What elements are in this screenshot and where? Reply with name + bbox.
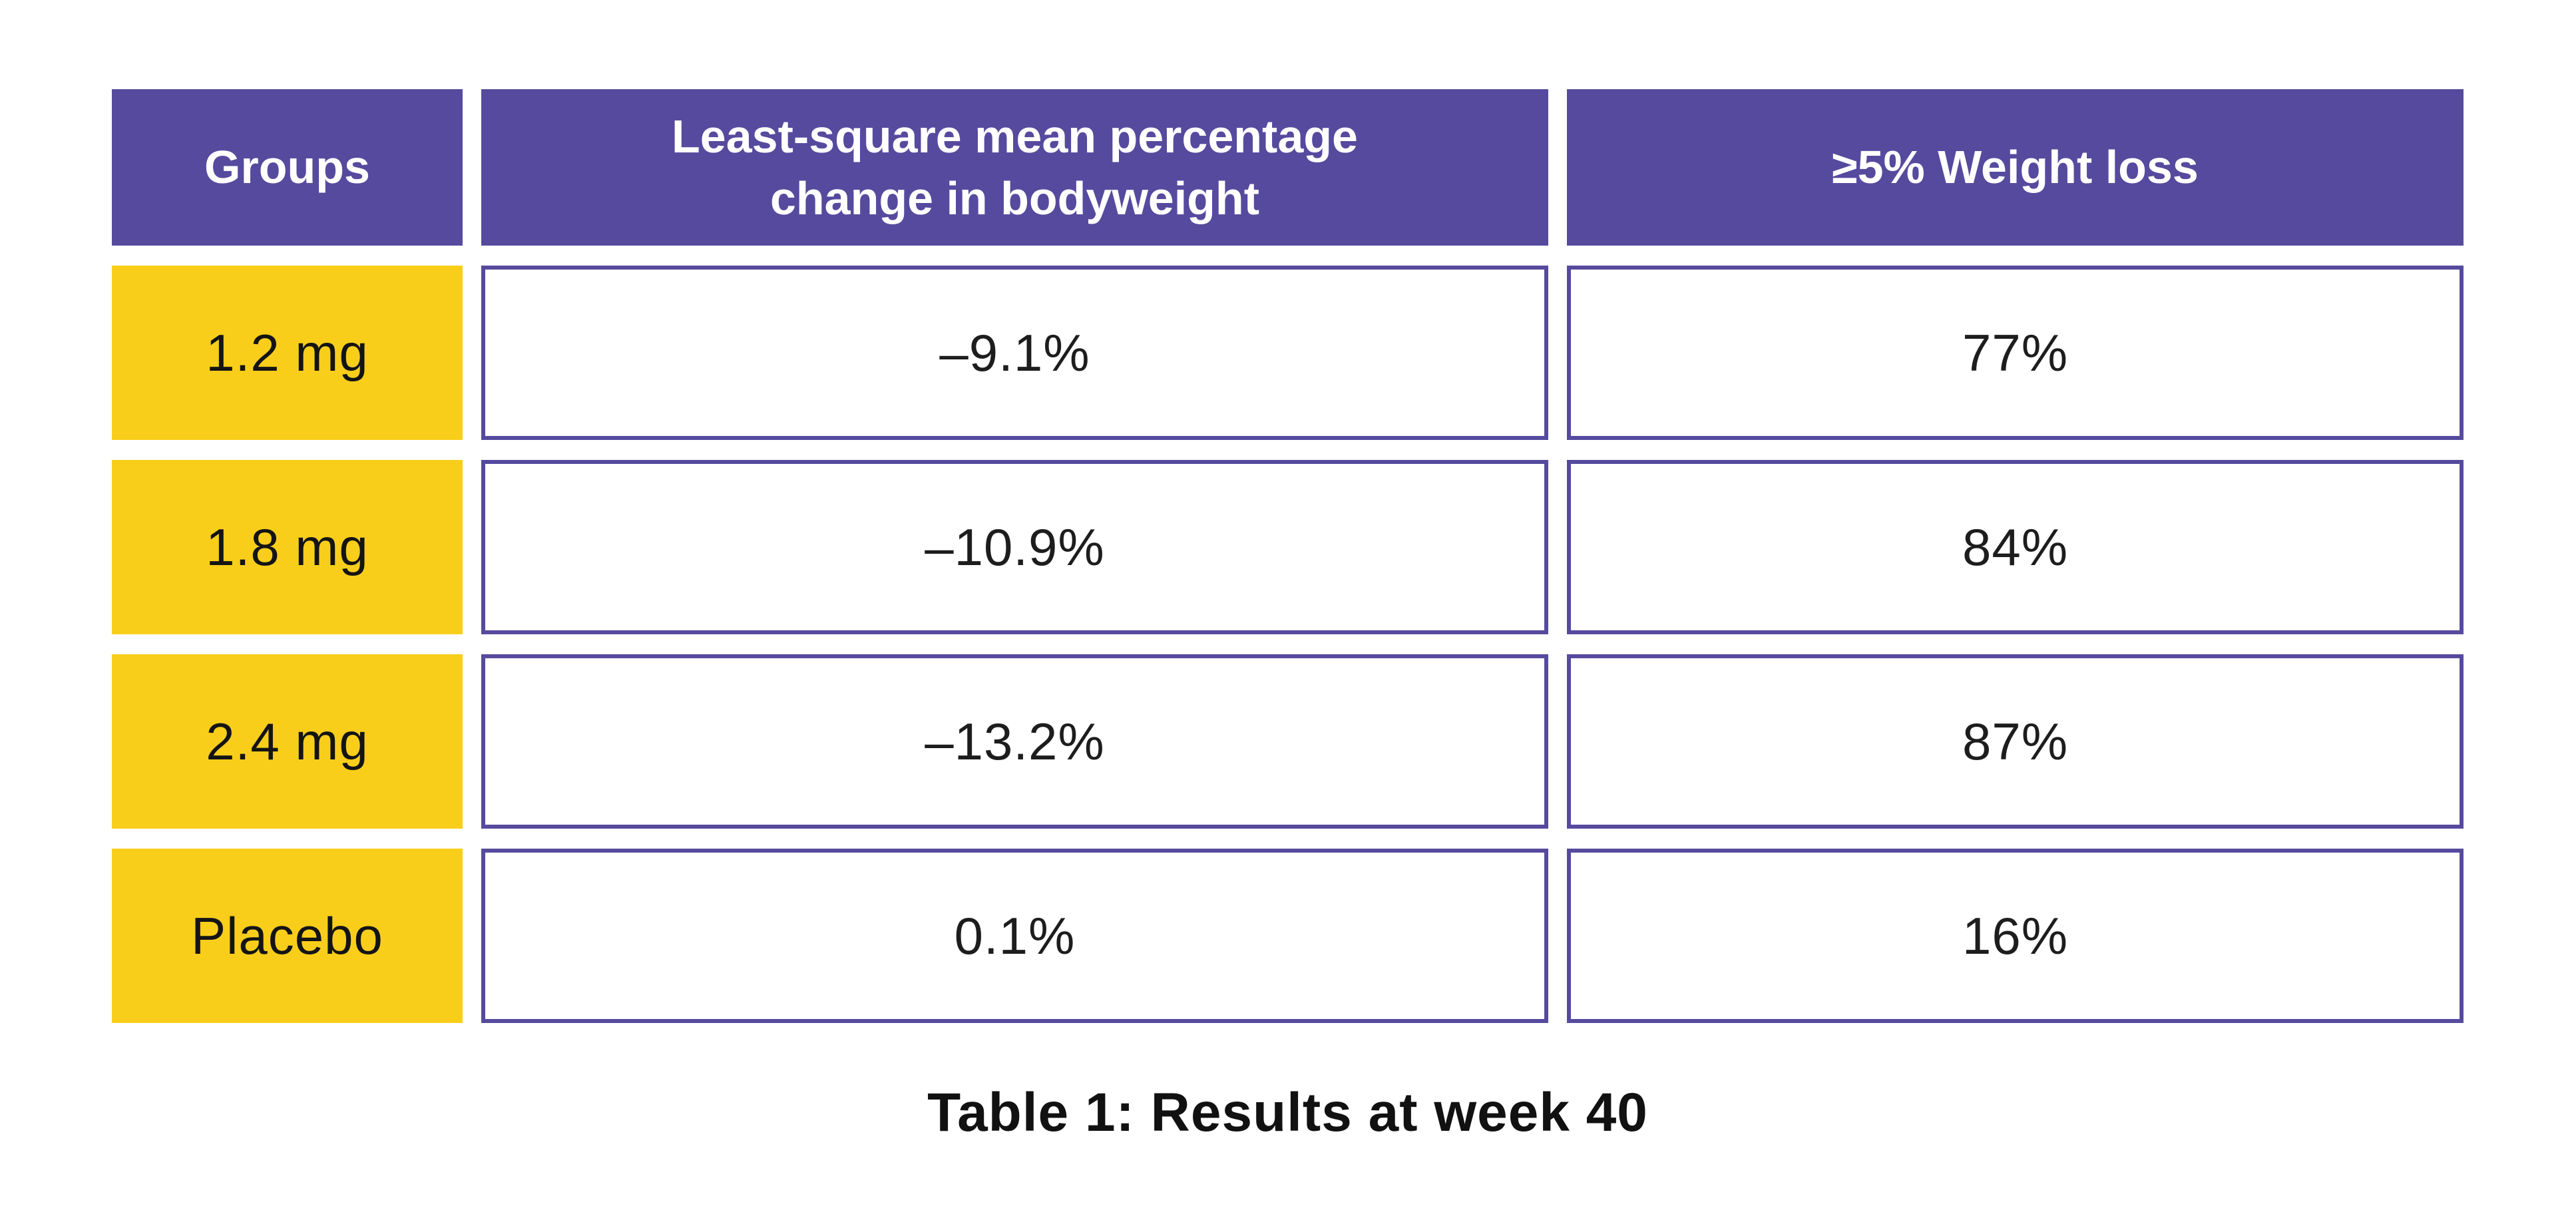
change-cell-2-4mg: –13.2% [481,654,1548,829]
weight-loss-cell-2-4mg: 87% [1567,654,2464,829]
weight-loss-value: 84% [1962,517,2069,576]
table-caption: Table 1: Results at week 40 [927,1082,1648,1143]
weight-loss-cell-1-8mg: 84% [1567,460,2464,634]
weight-loss-value: 77% [1962,323,2069,382]
header-groups-label: Groups [204,141,370,194]
header-weight-loss-label: ≥5% Weight loss [1832,141,2199,194]
header-change-label: Least-square mean percentage change in b… [672,106,1358,229]
group-cell-1-2mg: 1.2 mg [112,266,463,440]
change-cell-placebo: 0.1% [481,849,1548,1023]
group-cell-placebo: Placebo [112,849,463,1023]
group-cell-2-4mg: 2.4 mg [112,654,463,829]
group-label: 2.4 mg [206,712,369,771]
change-value: –10.9% [925,517,1105,576]
results-table: Groups Least-square mean percentage chan… [112,89,2464,1023]
change-cell-1-8mg: –10.9% [481,460,1548,634]
header-cell-weight-loss: ≥5% Weight loss [1567,89,2464,246]
group-cell-1-8mg: 1.8 mg [112,460,463,634]
weight-loss-value: 87% [1962,712,2069,771]
group-label: 1.2 mg [206,323,369,382]
weight-loss-value: 16% [1962,906,2069,965]
group-label: 1.8 mg [206,517,369,576]
header-change-line2: change in bodyweight [769,172,1260,224]
change-cell-1-2mg: –9.1% [481,266,1548,440]
change-value: –13.2% [925,712,1105,771]
group-label: Placebo [191,906,383,965]
weight-loss-cell-placebo: 16% [1567,849,2464,1023]
change-value: –9.1% [939,323,1090,382]
weight-loss-cell-1-2mg: 77% [1567,266,2464,440]
header-cell-change: Least-square mean percentage change in b… [481,89,1548,246]
header-cell-groups: Groups [112,89,463,246]
header-change-line1: Least-square mean percentage [672,110,1358,163]
change-value: 0.1% [954,906,1076,965]
